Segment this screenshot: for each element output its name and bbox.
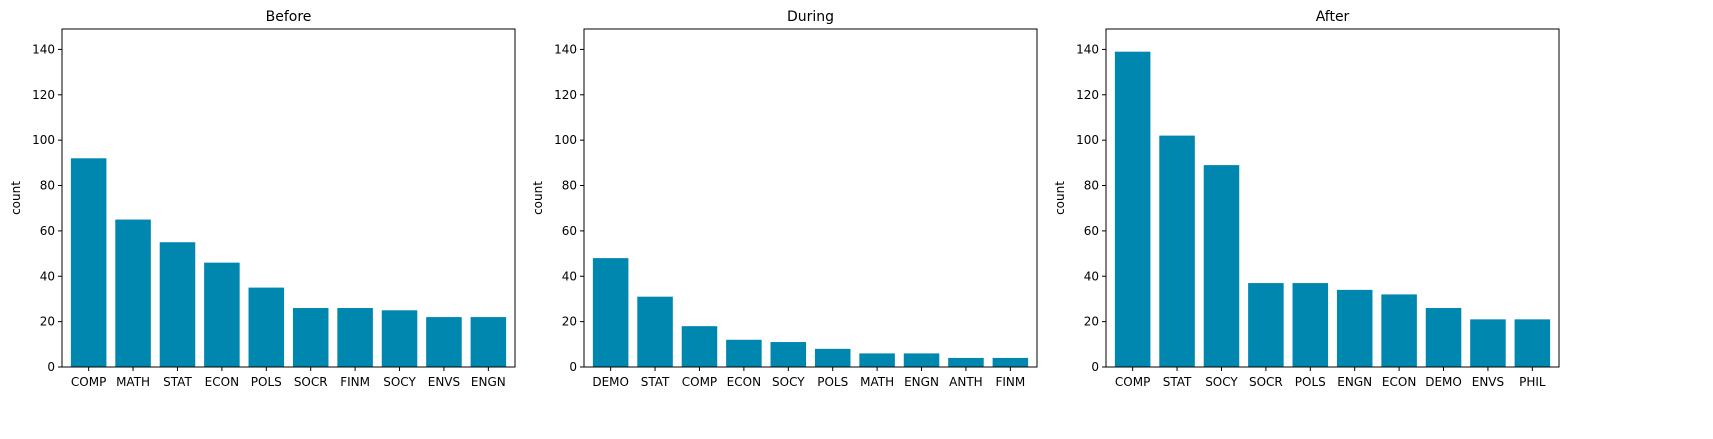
bar-math bbox=[115, 219, 151, 367]
bar-envs bbox=[426, 317, 462, 367]
y-tick-label: 0 bbox=[1091, 360, 1099, 374]
bar-comp bbox=[681, 326, 718, 367]
y-tick-label: 120 bbox=[1076, 88, 1099, 102]
plot-frame bbox=[1105, 28, 1560, 368]
bar-econ bbox=[726, 339, 762, 367]
y-tick-label: 140 bbox=[554, 42, 577, 56]
y-tick-label: 60 bbox=[40, 224, 55, 238]
y-tick-label: 40 bbox=[40, 269, 55, 283]
x-tick-label: ECON bbox=[727, 375, 761, 389]
x-tick-label: COMP bbox=[1115, 375, 1150, 389]
x-tick-label: FINM bbox=[995, 375, 1025, 389]
bar-demo bbox=[592, 258, 629, 367]
bar-finm bbox=[337, 308, 373, 367]
x-tick-label: COMP bbox=[71, 375, 106, 389]
chart-panel-2: DEMO STAT COMP ECON SOCY POLS MATH ENGN ANTH FINM… bbox=[531, 9, 1038, 389]
x-tick-label: ECON bbox=[205, 375, 239, 389]
bar-socy bbox=[770, 342, 807, 367]
bar-demo bbox=[1425, 308, 1462, 367]
y-tick-label: 20 bbox=[40, 315, 55, 329]
x-tick-label: ENGN bbox=[904, 375, 939, 389]
bar-econ bbox=[204, 262, 240, 367]
x-tick-label: ENVS bbox=[428, 375, 460, 389]
x-tick-label: SOCY bbox=[772, 375, 805, 389]
y-tick-label: 40 bbox=[562, 269, 577, 283]
x-tick-label: SOCR bbox=[1249, 375, 1283, 389]
y-tick-label: 0 bbox=[569, 360, 577, 374]
chart-panel-1: COMP MATH STAT ECON POLS SOCR FINM SOCY ENVS ENGN… bbox=[9, 9, 516, 389]
bar-envs bbox=[1470, 319, 1506, 367]
x-tick-label: POLS bbox=[1295, 375, 1326, 389]
y-tick-label: 60 bbox=[562, 224, 577, 238]
x-tick-label: MATH bbox=[116, 375, 150, 389]
y-tick-label: 120 bbox=[554, 88, 577, 102]
y-tick-label: 120 bbox=[32, 88, 55, 102]
bar-phil bbox=[1514, 319, 1551, 367]
chart-panel-3: COMP STAT SOCY SOCR POLS ENGN ECON DEMO ENVS PHIL… bbox=[1053, 9, 1560, 389]
x-tick-label: FINM bbox=[340, 375, 370, 389]
bar-pols bbox=[814, 348, 851, 367]
x-tick-label: STAT bbox=[641, 375, 670, 389]
x-tick-label: ENVS bbox=[1472, 375, 1504, 389]
bar-stat bbox=[159, 242, 196, 367]
y-tick-label: 80 bbox=[1084, 179, 1099, 193]
plot-frame bbox=[61, 28, 516, 368]
y-tick-label: 80 bbox=[40, 179, 55, 193]
x-tick-label: POLS bbox=[817, 375, 848, 389]
x-tick-label: STAT bbox=[1163, 375, 1192, 389]
y-axis-title: count bbox=[1053, 181, 1067, 215]
bar-comp bbox=[70, 158, 107, 367]
x-tick-label: PHIL bbox=[1519, 375, 1546, 389]
bar-engn bbox=[470, 317, 507, 367]
plot-frame bbox=[583, 28, 1038, 368]
x-tick-label: ENGN bbox=[471, 375, 506, 389]
y-axis-title: count bbox=[9, 181, 23, 215]
bar-socy bbox=[381, 310, 418, 367]
y-tick-label: 40 bbox=[1084, 269, 1099, 283]
x-tick-label: ENGN bbox=[1337, 375, 1372, 389]
bar-anth bbox=[948, 357, 984, 367]
y-tick-label: 20 bbox=[1084, 315, 1099, 329]
chart-title: During bbox=[787, 9, 834, 25]
y-tick-label: 140 bbox=[32, 42, 55, 56]
bar-stat bbox=[637, 296, 673, 367]
x-tick-label: ANTH bbox=[949, 375, 983, 389]
x-tick-label: MATH bbox=[860, 375, 894, 389]
y-tick-label: 20 bbox=[562, 315, 577, 329]
x-tick-label: STAT bbox=[163, 375, 192, 389]
bar-finm bbox=[992, 357, 1029, 367]
x-tick-label: DEMO bbox=[1425, 375, 1462, 389]
bar-engn bbox=[1336, 289, 1373, 367]
bar-pols bbox=[248, 287, 285, 367]
bar-socy bbox=[1203, 165, 1240, 367]
bar-engn bbox=[903, 353, 940, 367]
x-tick-label: SOCR bbox=[294, 375, 328, 389]
y-tick-label: 100 bbox=[1076, 133, 1099, 147]
y-tick-label: 100 bbox=[32, 133, 55, 147]
x-tick-label: COMP bbox=[682, 375, 717, 389]
y-tick-label: 60 bbox=[1084, 224, 1099, 238]
x-tick-label: SOCY bbox=[383, 375, 416, 389]
y-axis-title: count bbox=[531, 181, 545, 215]
bar-econ bbox=[1381, 294, 1417, 367]
bar-comp bbox=[1114, 51, 1151, 368]
bar-pols bbox=[1292, 283, 1329, 367]
y-tick-label: 140 bbox=[1076, 42, 1099, 56]
bar-stat bbox=[1159, 135, 1195, 367]
x-tick-label: DEMO bbox=[592, 375, 629, 389]
x-tick-label: ECON bbox=[1382, 375, 1416, 389]
chart-title: Before bbox=[266, 9, 312, 25]
x-tick-label: POLS bbox=[251, 375, 282, 389]
y-tick-label: 80 bbox=[562, 179, 577, 193]
y-tick-label: 100 bbox=[554, 133, 577, 147]
bar-socr bbox=[1248, 283, 1284, 367]
y-tick-label: 0 bbox=[47, 360, 55, 374]
chart-title: After bbox=[1316, 9, 1350, 25]
bar-socr bbox=[292, 308, 329, 367]
bar-math bbox=[859, 353, 895, 367]
x-tick-label: SOCY bbox=[1205, 375, 1238, 389]
